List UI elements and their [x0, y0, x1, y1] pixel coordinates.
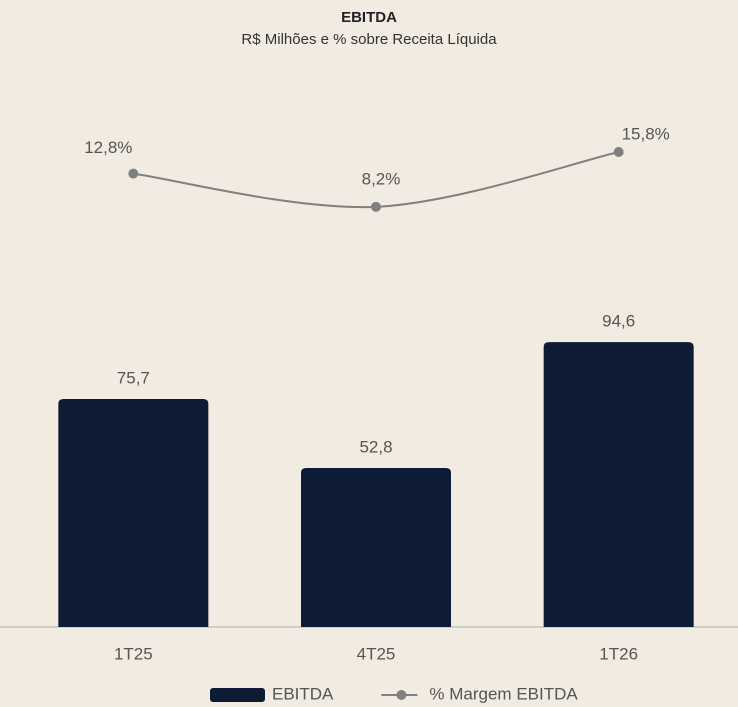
data-label: 15,8%: [622, 124, 670, 143]
line-point: [128, 168, 139, 179]
x-tick-label: 4T25: [357, 644, 396, 663]
bar: [301, 467, 451, 627]
line-point: [371, 201, 381, 212]
data-label: 8,2%: [362, 169, 401, 188]
bar: [543, 342, 694, 627]
x-tick-label: 1T25: [114, 644, 153, 663]
data-label: 94,6: [602, 312, 635, 331]
chart-subtitle: R$ Milhões e % sobre Receita Líquida: [241, 31, 497, 48]
data-label: 52,8: [359, 437, 392, 456]
chart-title: EBITDA: [341, 9, 397, 26]
data-label: 12,8%: [84, 138, 132, 157]
legend-label: EBITDA: [272, 684, 334, 703]
legend-swatch: [396, 690, 407, 700]
legend-label: % Margem EBITDA: [429, 684, 578, 703]
data-label: 75,7: [117, 369, 150, 388]
bar: [58, 399, 209, 627]
x-tick-label: 1T26: [599, 644, 638, 663]
legend-swatch: [210, 688, 265, 702]
line-point: [613, 146, 624, 157]
